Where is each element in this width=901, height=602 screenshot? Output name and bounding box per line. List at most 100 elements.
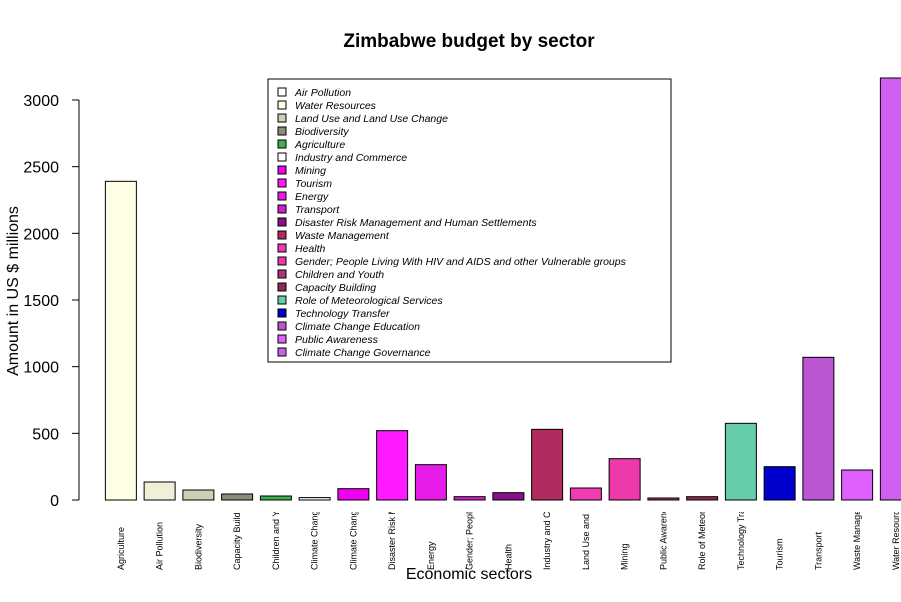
legend-swatch	[277, 152, 287, 162]
bar	[492, 492, 525, 501]
legend-swatch	[277, 347, 287, 357]
bar	[298, 497, 331, 501]
legend-label: Health	[295, 243, 326, 255]
legend-swatch	[277, 126, 287, 136]
bar	[763, 466, 796, 501]
legend-label: Capacity Building	[295, 282, 376, 294]
category-label: Public Awareness	[658, 499, 668, 570]
legend-swatch	[277, 100, 287, 110]
category-label: Tourism	[775, 538, 785, 570]
legend-label: Land Use and Land Use Change	[295, 113, 448, 125]
y-tick-label: 0	[50, 493, 59, 510]
y-tick-label: 2500	[23, 160, 59, 177]
bar	[414, 464, 447, 501]
category-label: Technology Transfer	[736, 489, 746, 570]
y-tick-label: 3000	[23, 93, 59, 110]
legend-swatch	[277, 204, 287, 214]
category-label: Role of Meteorological Services	[697, 443, 707, 570]
legend-swatch	[277, 256, 287, 266]
legend-swatch	[277, 165, 287, 175]
category-label: Industry and Commerce	[542, 474, 552, 570]
legend-swatch	[277, 178, 287, 188]
bar	[802, 356, 835, 501]
legend-swatch	[277, 308, 287, 318]
legend-swatch	[277, 87, 287, 97]
category-label: Disaster Risk Management and Human Settl…	[387, 362, 397, 570]
legend-label: Children and Youth	[295, 269, 384, 281]
bar	[841, 469, 874, 501]
legend-label: Waste Management	[295, 230, 390, 242]
category-label: Climate Change Education	[310, 463, 320, 570]
legend-label: Public Awareness	[295, 334, 379, 346]
legend-swatch	[277, 282, 287, 292]
legend-swatch	[277, 243, 287, 253]
legend-label: Tourism	[295, 178, 332, 190]
legend-swatch	[277, 295, 287, 305]
bar	[376, 430, 409, 501]
bar	[724, 422, 757, 501]
bar	[143, 481, 176, 501]
bar	[608, 458, 641, 501]
category-labels: Agriculture Air Pollution Biodiversity Capa…	[116, 286, 901, 570]
category-label: Transport	[813, 531, 823, 570]
legend-label: Air Pollution	[294, 87, 351, 99]
legend-label: Gender; People Living With HIV and AIDS …	[295, 256, 627, 268]
category-label: Capacity Building	[232, 500, 242, 570]
y-axis: 0 500 1000 1500 2000 2500 3000	[23, 93, 80, 510]
legend-label: Water Resources	[295, 100, 377, 112]
legend-label: Transport	[295, 204, 340, 216]
y-tick-label: 500	[32, 426, 59, 443]
category-label: Biodiversity	[193, 523, 203, 570]
legend-swatch	[277, 113, 287, 123]
y-tick-label: 2000	[23, 226, 59, 243]
legend-box	[267, 78, 672, 363]
category-label: Energy	[426, 541, 436, 570]
category-label: Agriculture	[116, 527, 126, 570]
category-label: Mining	[620, 543, 630, 570]
bar	[686, 496, 719, 501]
legend-label: Role of Meteorological Services	[295, 295, 443, 307]
bar	[647, 497, 680, 501]
bars	[104, 77, 901, 501]
bar	[337, 488, 370, 501]
y-tick-label: 1000	[23, 360, 59, 377]
bar	[104, 180, 137, 501]
category-label: Air Pollution	[155, 522, 165, 570]
category-label: Health	[503, 544, 513, 570]
legend-label: Disaster Risk Management and Human Settl…	[295, 217, 537, 229]
bar	[182, 489, 215, 501]
y-axis-label: Amount in US $ millions	[5, 206, 22, 376]
legend-label: Biodiversity	[295, 126, 349, 138]
category-label: Waste Management	[852, 489, 862, 570]
y-tick-label: 1500	[23, 293, 59, 310]
bar	[221, 493, 254, 501]
bar	[879, 77, 901, 501]
category-label: Gender; People Living With HIV and AIDS …	[465, 286, 475, 570]
bar	[531, 428, 564, 501]
bar	[259, 495, 292, 501]
category-label: Land Use and Land Use Change	[581, 439, 591, 570]
legend-swatch	[277, 334, 287, 344]
bar	[453, 496, 486, 501]
category-label: Children and Youth	[271, 494, 281, 570]
legend-swatch	[277, 321, 287, 331]
category-label: Climate Change Governance	[348, 454, 358, 570]
legend-swatch	[277, 269, 287, 279]
category-label: Water Resources	[891, 500, 901, 570]
legend-label: Climate Change Governance	[295, 347, 431, 359]
legend-label: Energy	[295, 191, 329, 203]
legend-label: Mining	[295, 165, 326, 177]
chart-title: Zimbabwe budget by sector	[343, 31, 595, 52]
legend-swatch	[277, 230, 287, 240]
x-axis-label: Economic sectors	[406, 566, 532, 583]
legend-label: Industry and Commerce	[295, 152, 407, 164]
legend-swatch	[277, 217, 287, 227]
legend-swatch	[277, 139, 287, 149]
legend-label: Climate Change Education	[295, 321, 420, 333]
bar	[569, 487, 602, 501]
legend-label: Agriculture	[294, 139, 345, 151]
legend-label: Technology Transfer	[295, 308, 390, 320]
